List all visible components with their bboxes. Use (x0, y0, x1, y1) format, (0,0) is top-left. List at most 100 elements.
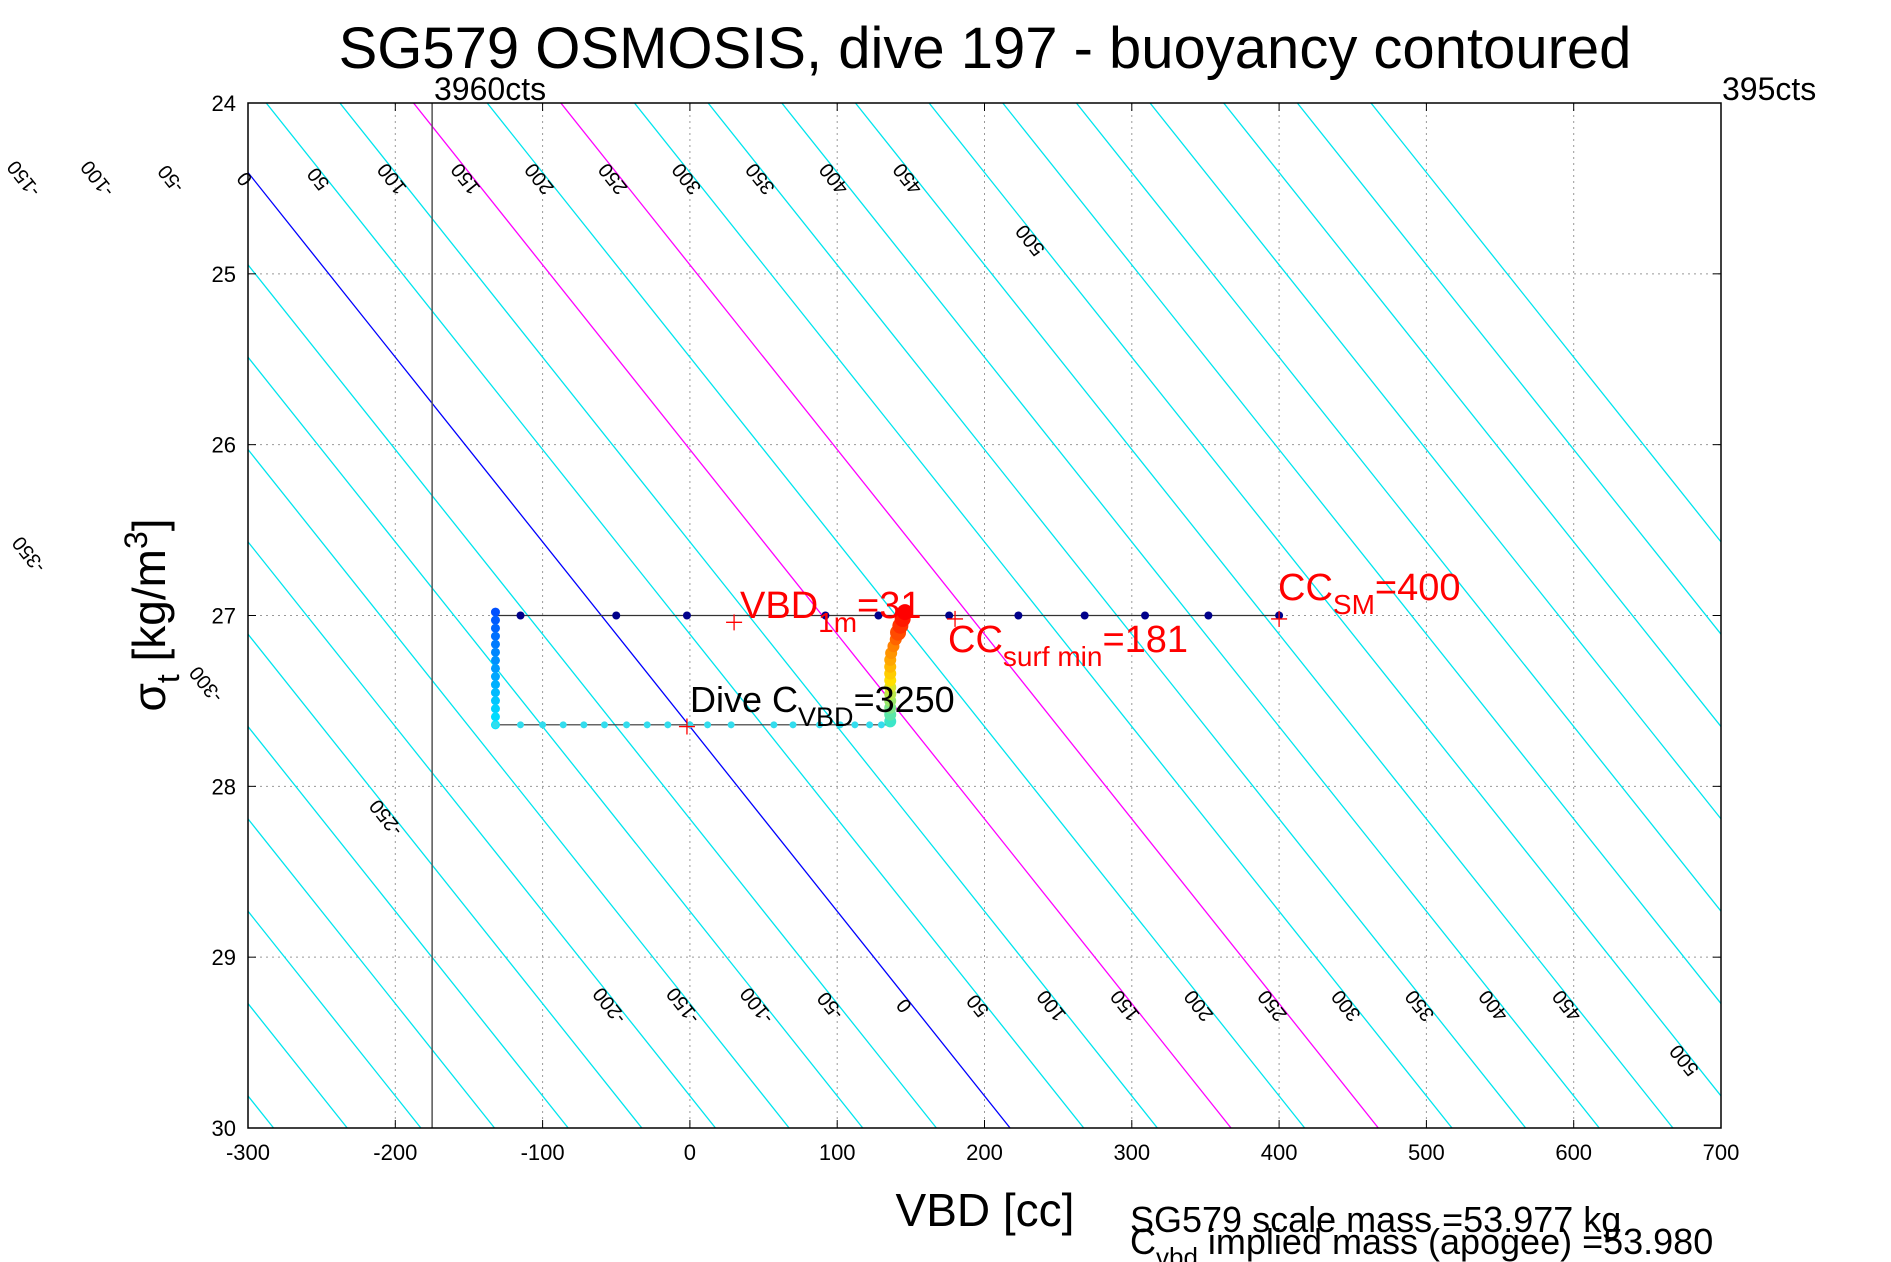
contour-line (248, 356, 864, 1128)
contour-line (248, 633, 643, 1128)
top-row-point (1141, 611, 1150, 620)
contour-line (1075, 103, 1721, 913)
top-row-point (945, 611, 954, 620)
cc-surf-min-sub: surf min (1003, 641, 1103, 672)
top-row-point (874, 611, 883, 620)
descent-point (490, 672, 500, 682)
cc-surf-min-annotation: CCsurf min=181 (948, 619, 1188, 672)
x-tick-label: 0 (684, 1140, 696, 1165)
bottom-row-point (866, 721, 874, 729)
descent-point (490, 655, 500, 665)
x-axis-title: VBD [cc] (896, 1184, 1075, 1236)
bottom-row-point (704, 721, 712, 729)
descent-point (490, 712, 500, 722)
contour-line (1370, 103, 1721, 543)
y-tick-label: 29 (212, 945, 236, 970)
top-row-point (1204, 611, 1213, 620)
dive-cvbd-value: =3250 (854, 679, 955, 720)
descent-point (490, 615, 500, 625)
red-cross-marker (1271, 610, 1288, 627)
top-row-point (612, 611, 621, 620)
y-tick-label: 24 (212, 91, 236, 116)
descent-point (490, 647, 500, 657)
bottom-row-point (727, 721, 735, 729)
contour-line (1296, 103, 1721, 636)
y-tick-label: 28 (212, 774, 236, 799)
descent-point (490, 607, 500, 617)
vbd-1m-value: =31 (857, 585, 921, 627)
contour-line (1002, 103, 1721, 1005)
ascent-point (896, 604, 913, 621)
y-axis-close: ] (123, 518, 175, 531)
top-row-point (1014, 611, 1023, 620)
top-row-point (516, 611, 525, 620)
contour-line (928, 103, 1721, 1097)
bottom-row-point (623, 721, 631, 729)
descent-point (490, 696, 500, 706)
implied-mass-rest: implied mass (apogee) =53.980 (1198, 1221, 1713, 1262)
bottom-row-point (877, 721, 885, 729)
x-tick-label: 100 (819, 1140, 856, 1165)
bottom-row-point (517, 721, 525, 729)
descent-point (490, 631, 500, 641)
bottom-row-point (836, 721, 844, 729)
top-row-point (682, 611, 691, 620)
bottom-row-point (851, 721, 859, 729)
counts-right-label: 395cts (1722, 71, 1816, 107)
chart-title: SG579 OSMOSIS, dive 197 - buoyancy conto… (339, 16, 1632, 81)
bottom-row-point (816, 721, 824, 729)
bottom-row-point (539, 721, 547, 729)
x-tick-label: 300 (1113, 1140, 1150, 1165)
y-axis-sub: t (150, 674, 186, 683)
vbd-1m-main: VBD (740, 585, 818, 627)
dive-cvbd-main: Dive C (690, 679, 798, 720)
red-cross-marker (947, 610, 964, 627)
y-axis-title: σt [kg/m3] (118, 518, 186, 711)
y-tick-label: 27 (212, 604, 236, 629)
descent-point (490, 680, 500, 690)
bottom-row-point (643, 721, 651, 729)
bottom-row-point (580, 721, 588, 729)
y-tick-label: 30 (212, 1116, 236, 1141)
x-tick-label: 200 (966, 1140, 1003, 1165)
x-tick-label: -200 (373, 1140, 417, 1165)
x-tick-label: -100 (521, 1140, 565, 1165)
x-tick-label: 400 (1261, 1140, 1298, 1165)
scale-mass-note: SG579 scale mass =53.977 kg (1130, 1199, 1621, 1240)
x-tick-label: 600 (1555, 1140, 1592, 1165)
descent-point (490, 688, 500, 698)
y-axis-sigma: σ (123, 683, 175, 711)
x-tick-label: 700 (1703, 1140, 1740, 1165)
dive-traces (490, 604, 1288, 735)
contour-line (248, 540, 717, 1128)
bottom-row-point (559, 721, 567, 729)
y-axis-ticks: 24 25 26 27 28 29 30 (212, 91, 1721, 1141)
contour-line (248, 817, 496, 1128)
x-axis-ticks: -300 -200 -100 0 100 200 300 400 500 600 700 (226, 103, 1739, 1165)
descent-point (490, 623, 500, 633)
y-tick-label: 26 (212, 433, 236, 458)
y-axis-units: [kg/m (123, 549, 175, 674)
bottom-row-point (600, 721, 608, 729)
top-row-point (1080, 611, 1089, 620)
top-row-point (821, 611, 830, 620)
descent-point (490, 639, 500, 649)
cc-sm-main: CC (1278, 567, 1333, 609)
dive-cvbd-annotation: Dive CVBD=3250 (690, 679, 955, 732)
dive-cvbd-sub: VBD (798, 702, 854, 732)
contour-line (1149, 103, 1721, 820)
descent-point (490, 704, 500, 714)
y-axis-sup: 3 (118, 531, 154, 549)
x-tick-label: -300 (226, 1140, 270, 1165)
y-tick-label: 25 (212, 262, 236, 287)
bottom-row-point (770, 721, 778, 729)
x-tick-label: 500 (1408, 1140, 1445, 1165)
red-cross-marker (726, 614, 743, 631)
contour-line (248, 910, 422, 1128)
cc-sm-annotation: CCSM=400 (1278, 567, 1460, 620)
contour-line (248, 448, 790, 1128)
vbd-1m-sub: 1m (818, 607, 857, 638)
bottom-row-point (789, 721, 797, 729)
counts-left-label: 3960cts (434, 71, 546, 107)
implied-mass-note: Cvbd implied mass (apogee) =53.980 (1130, 1221, 1713, 1262)
